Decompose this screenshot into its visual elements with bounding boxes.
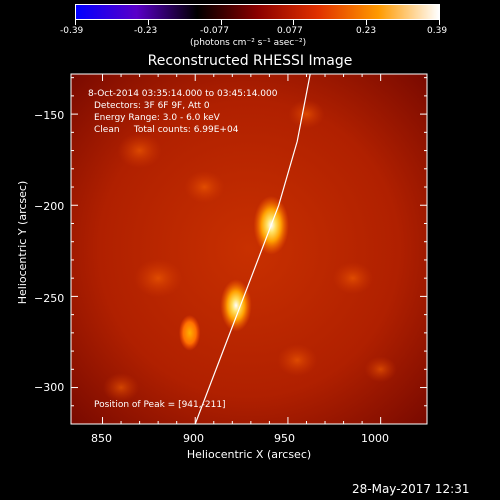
colorbar-gradient (76, 5, 439, 19)
colorbar-tick-label: -0.39 (60, 26, 84, 36)
x-axis-title: Heliocentric X (arcsec) (186, 448, 312, 461)
x-tick-label: 950 (274, 432, 295, 445)
solar-limb-curve (194, 74, 311, 424)
colorbar (75, 4, 440, 20)
heatmap-image (71, 74, 427, 424)
colorbar-tick-label: 0.077 (277, 26, 303, 36)
colorbar-units: (photons cm⁻² s⁻¹ asec⁻²) (190, 38, 307, 48)
y-tick-label: −250 (34, 292, 65, 305)
x-tick-label: 1000 (361, 432, 389, 445)
diffuse-patch (364, 356, 397, 383)
info-detectors: Detectors: 3F 6F 9F, Att 0 (94, 101, 210, 111)
source-2 (220, 279, 252, 332)
x-tick-label: 900 (183, 432, 204, 445)
diffuse-patch (117, 132, 162, 169)
timestamp: 28-May-2017 12:31 (352, 482, 470, 496)
y-axis-title: Heliocentric Y (arcsec) (16, 180, 29, 305)
diffuse-patch (184, 171, 225, 204)
y-tick-label: −300 (34, 381, 65, 394)
info-time: 8-Oct-2014 03:35:14.000 to 03:45:14.000 (88, 89, 278, 99)
info-peak: Position of Peak = [941,-211] (94, 400, 226, 410)
x-tick-label: 850 (91, 432, 112, 445)
diffuse-patch (277, 344, 318, 377)
colorbar-tick-label: -0.077 (200, 26, 230, 36)
chart-title: Reconstructed RHESSI Image (147, 53, 353, 69)
info-energy: Energy Range: 3.0 - 6.0 keV (94, 113, 220, 123)
source-3 (178, 314, 201, 351)
colorbar-tick-label: 0.39 (427, 26, 448, 36)
colorbar-tick-label: 0.23 (356, 26, 377, 36)
diffuse-patch (332, 262, 373, 295)
colorbar-ticks (75, 20, 440, 26)
y-tick-label: −200 (34, 200, 65, 213)
diffuse-patch (103, 373, 140, 402)
info-clean: Clean Total counts: 6.99E+04 (94, 125, 239, 135)
diffuse-patch (288, 99, 325, 129)
colorbar-tick-label: -0.23 (134, 26, 158, 36)
diffuse-patch (134, 258, 183, 298)
y-tick-label: −150 (34, 109, 65, 122)
